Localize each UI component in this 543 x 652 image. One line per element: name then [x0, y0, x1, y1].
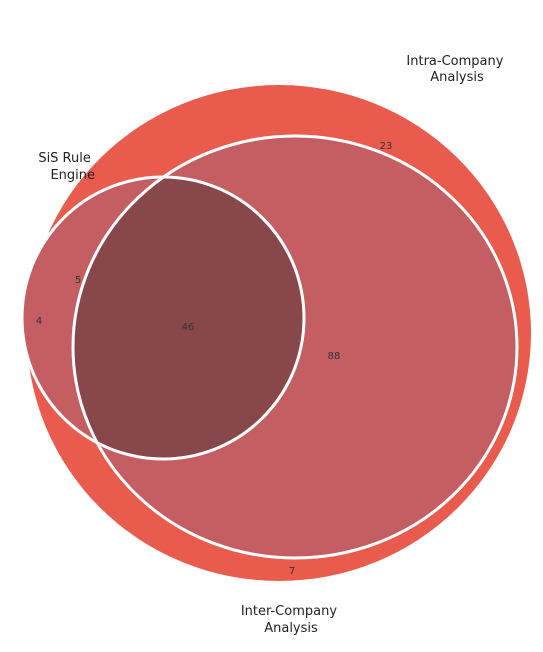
set-label-sis-rule-engine: SiS Rule Engine	[38, 151, 95, 183]
region-all-three: 46	[182, 322, 195, 333]
region-sis-and-inter: 5	[75, 275, 81, 286]
set-label-inter-company: Inter-Company Analysis	[241, 604, 341, 636]
region-intra-only: 23	[380, 141, 393, 152]
region-intra-and-inter: 88	[328, 351, 341, 362]
set-label-intra-company: Intra-Company Analysis	[406, 54, 507, 85]
region-inter-only: 7	[289, 566, 295, 577]
region-sis-only: 4	[36, 316, 42, 327]
outline-inter-company	[71, 134, 519, 560]
outline-sis-rule-engine	[20, 175, 306, 461]
